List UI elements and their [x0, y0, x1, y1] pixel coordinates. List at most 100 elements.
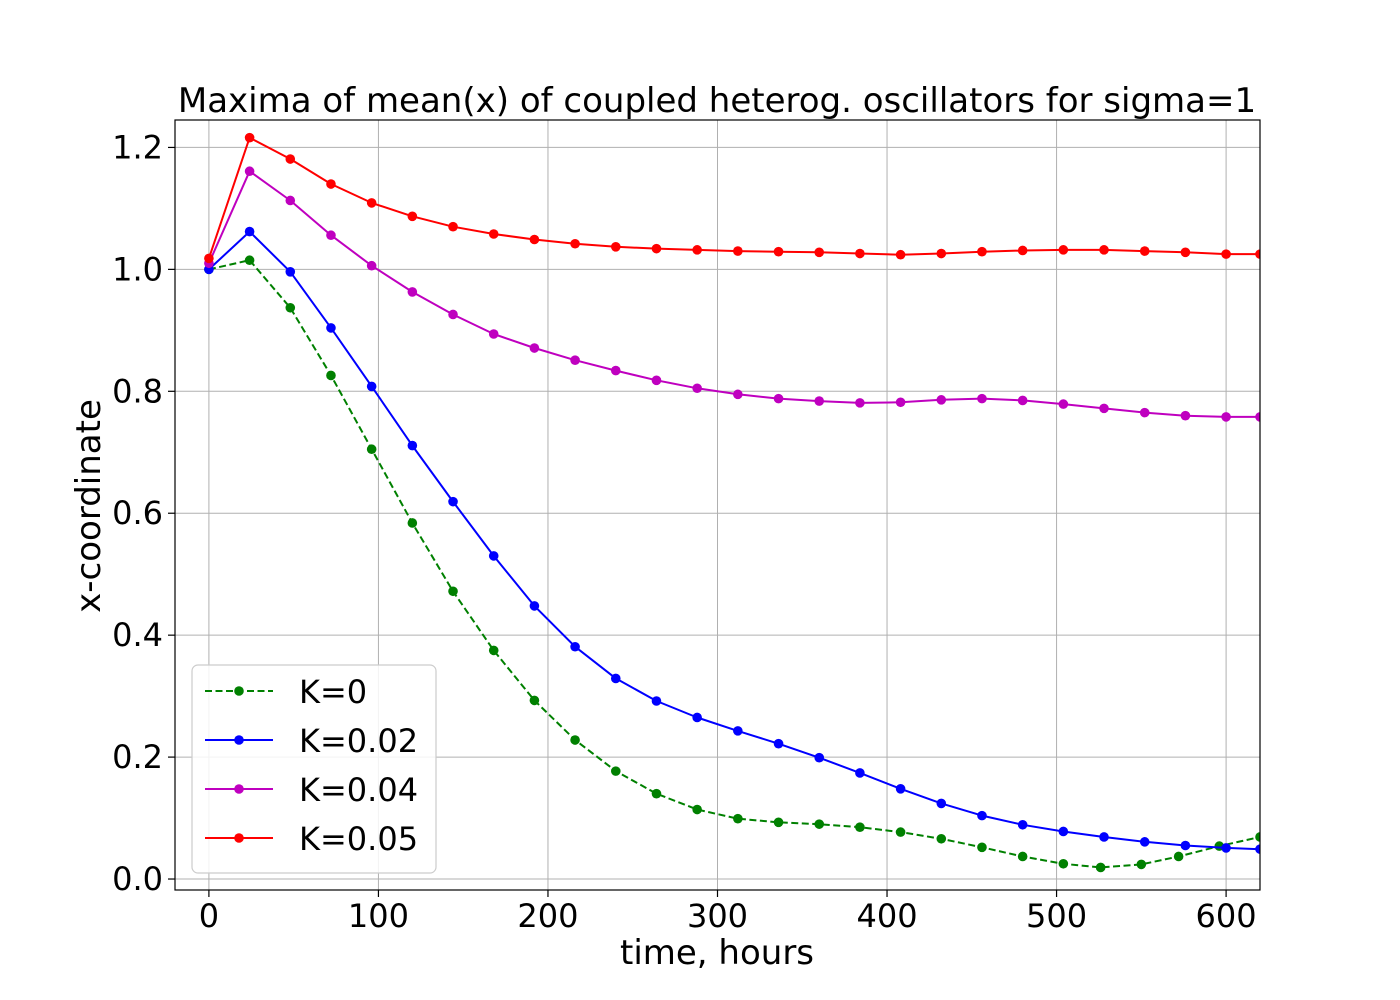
y-tick-label: 0.0 [112, 860, 163, 898]
data-point-k-0-04 [244, 166, 255, 177]
data-point-k-0 [610, 766, 621, 776]
data-point-k-0-05 [1180, 247, 1191, 258]
data-point-k-0-02 [1180, 840, 1191, 851]
data-point-k-0-04 [610, 365, 621, 376]
y-axis-ticks: 0.0 0.2 0.4 0.6 0.8 1.0 1.2 [112, 128, 175, 898]
data-point-k-0-04 [773, 393, 784, 404]
data-point-k-0-02 [1139, 837, 1150, 847]
data-point-k-0-04 [936, 395, 947, 405]
data-point-k-0-05 [1255, 249, 1260, 259]
legend-swatch-marker [234, 784, 244, 794]
data-point-k-0-05 [488, 229, 499, 239]
data-point-k-0 [936, 833, 947, 844]
data-point-k-0-02 [936, 798, 947, 809]
data-point-k-0-02 [1099, 832, 1109, 842]
legend-entry-k-0-04: K=0.04 [205, 771, 418, 809]
data-point-k-0 [488, 645, 499, 656]
data-point-k-0-02 [977, 810, 987, 821]
y-tick-label: 1.2 [112, 128, 163, 166]
x-tick-label: 300 [687, 897, 748, 935]
data-point-k-0-05 [977, 246, 987, 257]
data-point-k-0-05 [448, 221, 458, 232]
data-point-k-0 [1017, 851, 1028, 862]
data-point-k-0-02 [407, 440, 418, 451]
data-point-k-0-02 [610, 673, 621, 684]
data-point-k-0 [692, 804, 702, 815]
data-point-k-0-04 [570, 355, 580, 366]
chart-title: Maxima of mean(x) of coupled heterog. os… [178, 81, 1256, 121]
legend-label: K=0 [299, 673, 367, 711]
data-point-k-0 [855, 822, 865, 833]
data-point-k-0 [366, 444, 377, 455]
data-point-k-0 [1136, 859, 1147, 870]
y-tick-label: 1.0 [112, 250, 163, 288]
data-point-k-0-02 [448, 496, 458, 507]
y-axis-label: x-coordinate [69, 399, 109, 613]
data-point-k-0-05 [855, 248, 865, 259]
y-tick-label: 0.2 [112, 738, 163, 776]
data-point-k-0-05 [285, 154, 296, 164]
data-point-k-0-05 [1139, 246, 1150, 256]
series-k-0-04 [204, 166, 1260, 422]
data-point-k-0-04 [1017, 395, 1028, 406]
data-point-k-0-05 [895, 249, 906, 260]
data-point-k-0 [773, 817, 784, 828]
data-point-k-0-02 [692, 712, 702, 723]
data-point-k-0 [326, 370, 336, 381]
legend-swatch-marker [234, 686, 244, 696]
data-point-k-0 [407, 518, 418, 528]
series-k-0-02 [204, 226, 1260, 854]
data-point-k-0-02 [366, 381, 377, 392]
data-point-k-0-04 [448, 309, 458, 320]
data-point-k-0-04 [855, 398, 865, 408]
data-point-k-0-02 [733, 726, 743, 736]
data-point-k-0-02 [1058, 826, 1069, 837]
data-point-k-0-02 [529, 601, 540, 611]
data-point-k-0-02 [1221, 843, 1231, 853]
data-point-k-0-04 [488, 329, 499, 339]
data-point-k-0-02 [326, 323, 336, 333]
legend-entry-k-0-05: K=0.05 [205, 820, 418, 858]
data-point-k-0-05 [570, 238, 580, 249]
data-point-k-0-02 [814, 752, 825, 763]
data-point-k-0-05 [366, 198, 377, 208]
data-point-k-0-05 [610, 242, 621, 252]
data-point-k-0-05 [1017, 245, 1028, 256]
legend-swatch-marker [234, 735, 244, 745]
data-point-k-0 [285, 302, 296, 313]
data-point-k-0-02 [244, 226, 255, 237]
x-tick-label: 0 [199, 897, 219, 935]
data-point-k-0-04 [1255, 412, 1260, 422]
data-point-k-0 [733, 813, 743, 824]
data-point-k-0-02 [895, 783, 906, 794]
data-point-k-0-05 [204, 253, 214, 264]
data-point-k-0-04 [407, 287, 418, 297]
data-point-k-0-05 [1099, 245, 1109, 255]
series-k-0-05 [204, 132, 1260, 264]
data-point-k-0-05 [1221, 249, 1231, 259]
data-point-k-0-04 [1221, 412, 1231, 422]
x-tick-label: 200 [517, 897, 578, 935]
plot-series [204, 132, 1260, 873]
data-point-k-0-05 [733, 246, 743, 256]
x-tick-label: 400 [856, 897, 917, 935]
data-point-k-0-05 [326, 179, 336, 189]
data-point-k-0 [1095, 862, 1106, 873]
data-point-k-0 [1173, 851, 1184, 862]
legend-entry-k-0-02: K=0.02 [205, 722, 418, 760]
data-point-k-0 [814, 819, 825, 829]
x-tick-label: 500 [1026, 897, 1087, 935]
data-point-k-0-05 [692, 245, 702, 255]
data-point-k-0-04 [692, 383, 702, 394]
data-point-k-0-02 [488, 551, 499, 561]
data-point-k-0-05 [773, 246, 784, 257]
data-point-k-0-02 [285, 267, 296, 277]
data-point-k-0-04 [1180, 410, 1191, 421]
legend: K=0 K=0.02 K=0.04 K=0.05 [191, 664, 437, 874]
legend-label: K=0.05 [299, 820, 418, 858]
data-point-k-0-04 [651, 375, 662, 386]
data-point-k-0-05 [244, 132, 255, 143]
legend-label: K=0.02 [299, 722, 418, 760]
x-axis-label: time, hours [620, 933, 814, 973]
